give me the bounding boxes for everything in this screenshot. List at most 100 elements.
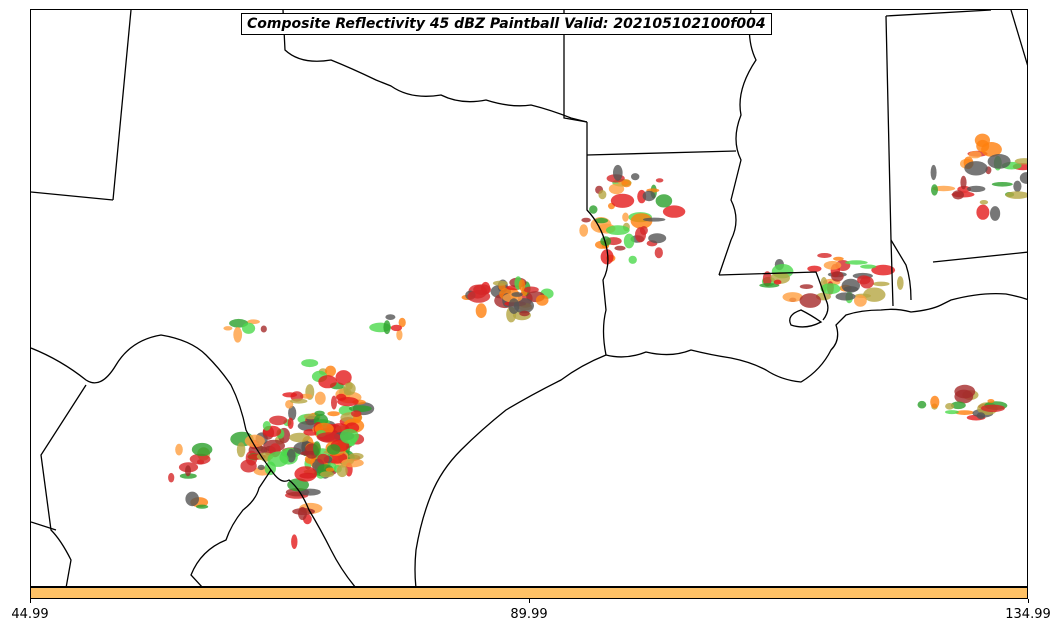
- paintball-blob: [955, 410, 974, 415]
- paintball-blob: [508, 298, 520, 314]
- paintball-blob: [613, 164, 623, 181]
- boundary-line: [31, 191, 114, 201]
- paintball-blob: [623, 233, 635, 249]
- paintball-blob: [260, 325, 267, 333]
- paintball-blob: [860, 264, 877, 269]
- state-boundaries: [31, 10, 1027, 586]
- paintball-blob: [991, 182, 1013, 187]
- paintball-blob: [335, 370, 352, 386]
- paintball-blob: [833, 256, 844, 261]
- paintball-blob: [289, 432, 310, 443]
- paintball-blob: [622, 212, 629, 222]
- reflectivity-paintball-layer: [168, 133, 1027, 549]
- paintball-blob: [341, 458, 364, 468]
- paintball-blob: [519, 310, 530, 317]
- colorbar-tick-label: 44.99: [11, 607, 49, 622]
- paintball-blob: [287, 478, 309, 492]
- paintball-blob: [820, 283, 841, 295]
- paintball-blob: [467, 290, 491, 303]
- paintball-blob: [301, 359, 319, 368]
- paintball-blob: [262, 421, 271, 431]
- paintball-blob: [642, 190, 656, 202]
- paintball-blob: [185, 465, 191, 477]
- paintball-blob: [980, 404, 1005, 412]
- paintball-blob: [976, 412, 986, 420]
- colorbar-tick-label: 134.99: [1005, 607, 1051, 622]
- paintball-blob: [189, 453, 211, 465]
- paintball-blob: [639, 226, 648, 235]
- paintball-blob: [897, 276, 904, 290]
- paintball-blob: [299, 488, 321, 496]
- mississippi-river-boundary: [718, 10, 757, 276]
- boundary-line: [586, 150, 737, 156]
- paintball-blob: [288, 405, 297, 421]
- paintball-blob: [535, 294, 549, 306]
- paintball-blob: [475, 303, 487, 319]
- paintball-blob: [240, 459, 257, 473]
- paintball-blob: [931, 184, 938, 196]
- paintball-blob: [762, 271, 772, 287]
- paintball-blob: [964, 161, 988, 176]
- boundary-line: [563, 10, 588, 123]
- paintball-blob: [871, 264, 896, 276]
- paintball-blob: [223, 326, 233, 331]
- paintball-blob: [168, 472, 175, 483]
- paintball-blob: [348, 452, 364, 460]
- paintball-blob: [257, 464, 265, 471]
- paintball-blob: [954, 389, 974, 404]
- paintball-blob: [960, 175, 967, 190]
- paintball-blob: [990, 206, 1001, 221]
- boundary-line: [885, 15, 894, 307]
- paintball-blob: [492, 280, 508, 286]
- paintball-blob: [286, 448, 296, 463]
- louisiana-coast: [605, 292, 1027, 383]
- paintball-blob: [799, 293, 822, 308]
- paintball-blob: [1019, 172, 1027, 184]
- paintball-blob: [854, 294, 867, 307]
- paintball-blob: [917, 400, 927, 409]
- paintball-blob: [630, 213, 653, 229]
- paintball-blob: [600, 236, 612, 247]
- paintball-blob: [598, 190, 607, 200]
- paintball-blob: [383, 320, 391, 335]
- paintball-blob: [799, 284, 814, 289]
- paintball-blob: [513, 298, 534, 314]
- paintball-blob: [298, 506, 307, 521]
- colorbar-tick-label: 89.99: [510, 607, 548, 622]
- paintball-blob: [831, 271, 844, 282]
- paintball-blob: [589, 205, 598, 214]
- paintball-blob: [631, 173, 640, 181]
- paintball-blob: [325, 467, 335, 472]
- boundary-line: [190, 469, 272, 586]
- paintball-blob: [326, 444, 341, 455]
- paintball-blob: [823, 260, 842, 270]
- boundary-line: [890, 239, 912, 301]
- paintball-blob: [351, 410, 362, 417]
- paintball-blob: [930, 395, 940, 409]
- paintball-blob: [294, 466, 318, 482]
- boundary-line: [885, 10, 992, 17]
- paintball-blob: [968, 151, 982, 159]
- rio-grande-boundary: [31, 334, 356, 586]
- paintball-blob: [242, 322, 256, 334]
- paintball-blob: [859, 276, 874, 289]
- boundary-line: [1010, 10, 1027, 66]
- paintball-blob: [654, 247, 663, 259]
- paintball-blob: [976, 139, 990, 153]
- paintball-blob: [318, 375, 337, 389]
- paintball-blob: [655, 178, 664, 183]
- paintball-blob: [191, 442, 213, 457]
- texas-coast: [414, 354, 607, 586]
- paintball-blob: [314, 391, 326, 405]
- paintball-blob: [518, 279, 526, 292]
- paintball-blob: [325, 365, 336, 377]
- paintball-blob: [581, 217, 591, 223]
- paintball-blob: [930, 164, 937, 181]
- paintball-blob: [398, 317, 406, 328]
- paintball-blob: [950, 401, 966, 410]
- paintball-blob: [579, 224, 589, 237]
- paintball-blob: [952, 190, 964, 200]
- map-canvas: [31, 10, 1027, 586]
- paintball-blob: [282, 392, 298, 398]
- paintball-blob: [782, 292, 803, 302]
